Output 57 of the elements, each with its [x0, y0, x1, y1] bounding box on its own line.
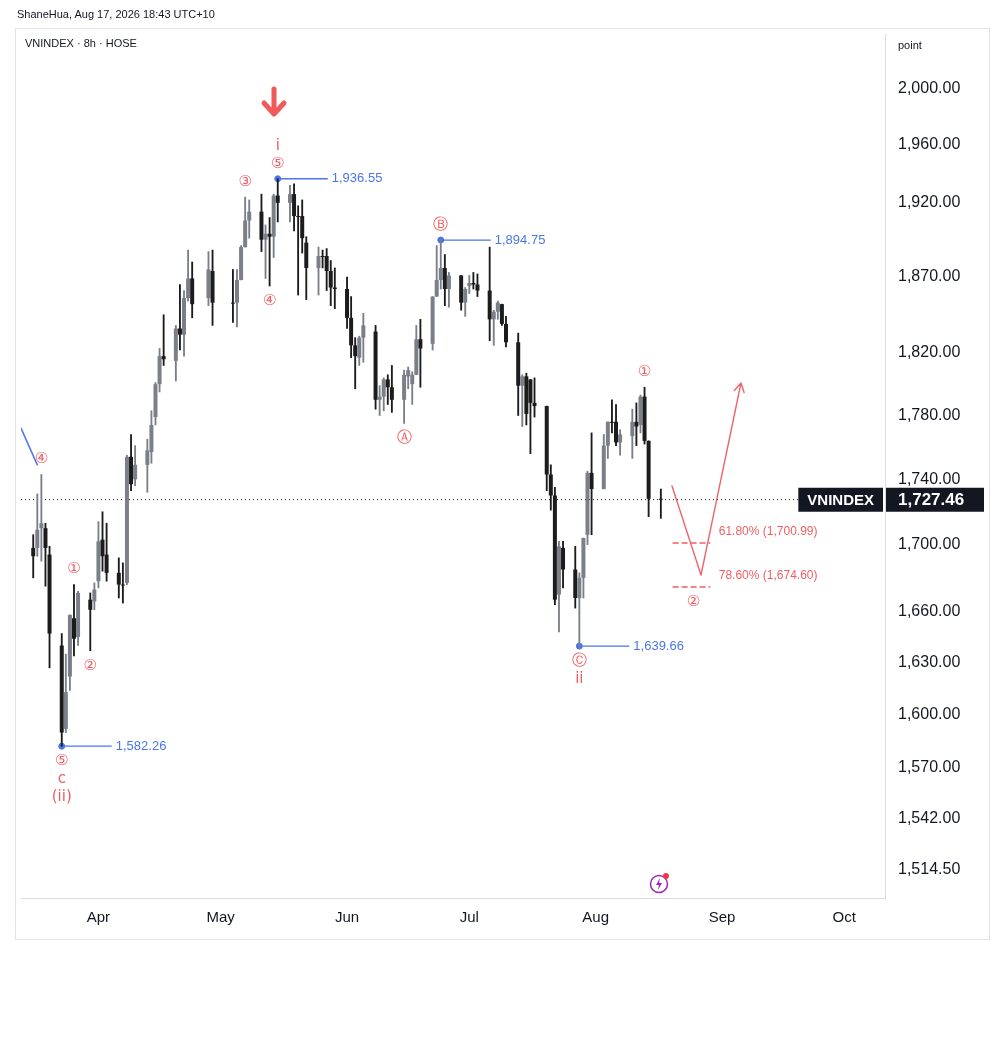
text: ShaneHua, Aug 17, 2026 18:43 UTC+10: [17, 8, 215, 20]
x-tick-label: Sep: [708, 908, 736, 926]
candlestick: [275, 178, 280, 223]
annotation: c: [57, 769, 66, 788]
y-tick-label: 1,960.00: [898, 135, 961, 153]
annotation: ②: [83, 655, 98, 674]
annotation: i: [275, 135, 280, 154]
text: VNINDEX 1,727.46: [807, 490, 965, 510]
candlestick: [230, 269, 235, 323]
y-axis-title: point: [898, 39, 922, 51]
annotation: Ⓐ: [396, 428, 412, 447]
y-tick-label: 1,870.00: [898, 267, 961, 285]
y-tick-label: 1,542.00: [898, 808, 961, 826]
y-tick-label: 1,514.50: [898, 859, 961, 877]
x-tick-label: May: [206, 908, 236, 926]
candlestick: [120, 562, 125, 604]
annotation: ①: [637, 362, 652, 381]
annotation: ⑤: [55, 751, 69, 770]
chart-title: VNINDEX · 8h · HOSE: [25, 37, 137, 49]
data-label: 1,639.66: [633, 637, 684, 653]
data-label: 1,582.26: [115, 737, 167, 753]
candlestick: [39, 474, 44, 562]
data-label: 1,936.55: [331, 170, 383, 186]
candlestick: [161, 314, 166, 366]
annotation: ii: [575, 669, 584, 688]
y-tick-label: 1,700.00: [898, 535, 961, 553]
candlestick: [267, 217, 272, 287]
y-tick-label: 1,660.00: [898, 601, 961, 619]
x-tick-label: Aug: [582, 908, 609, 926]
annotation: Ⓒ: [571, 651, 587, 670]
y-tick-label: 1,630.00: [898, 653, 961, 671]
x-tick-label: Oct: [832, 908, 857, 926]
x-tick-label: Apr: [86, 908, 111, 926]
candlestick: [634, 402, 639, 446]
candlestick: [418, 319, 423, 388]
data-label: 78.60% (1,674.60): [718, 568, 818, 583]
x-tick-label: Jul: [459, 908, 479, 926]
y-tick-label: 1,920.00: [898, 193, 961, 211]
annotation: Ⓑ: [433, 214, 449, 233]
y-tick-label: 1,820.00: [898, 343, 961, 361]
y-tick-label: 1,780.00: [898, 405, 961, 423]
x-tick-label: Jun: [334, 908, 360, 926]
y-tick-label: 1,600.00: [898, 705, 961, 723]
annotation: ④: [262, 290, 277, 309]
annotation: ③: [238, 171, 252, 190]
annotation: ④: [34, 449, 49, 468]
annotation: ①: [67, 559, 81, 578]
y-tick-label: 2,000.00: [898, 78, 961, 96]
candlestick: [177, 284, 182, 351]
annotation: ②: [686, 591, 701, 610]
annotation: (ii): [51, 787, 72, 806]
y-tick-label: 1,570.00: [898, 758, 961, 776]
candlestick: [320, 249, 325, 269]
annotation: ⑤: [271, 153, 285, 172]
y-tick-label: 1,740.00: [898, 469, 961, 487]
data-label: 61.80% (1,700.99): [718, 524, 818, 539]
data-label: 1,894.75: [494, 231, 546, 247]
